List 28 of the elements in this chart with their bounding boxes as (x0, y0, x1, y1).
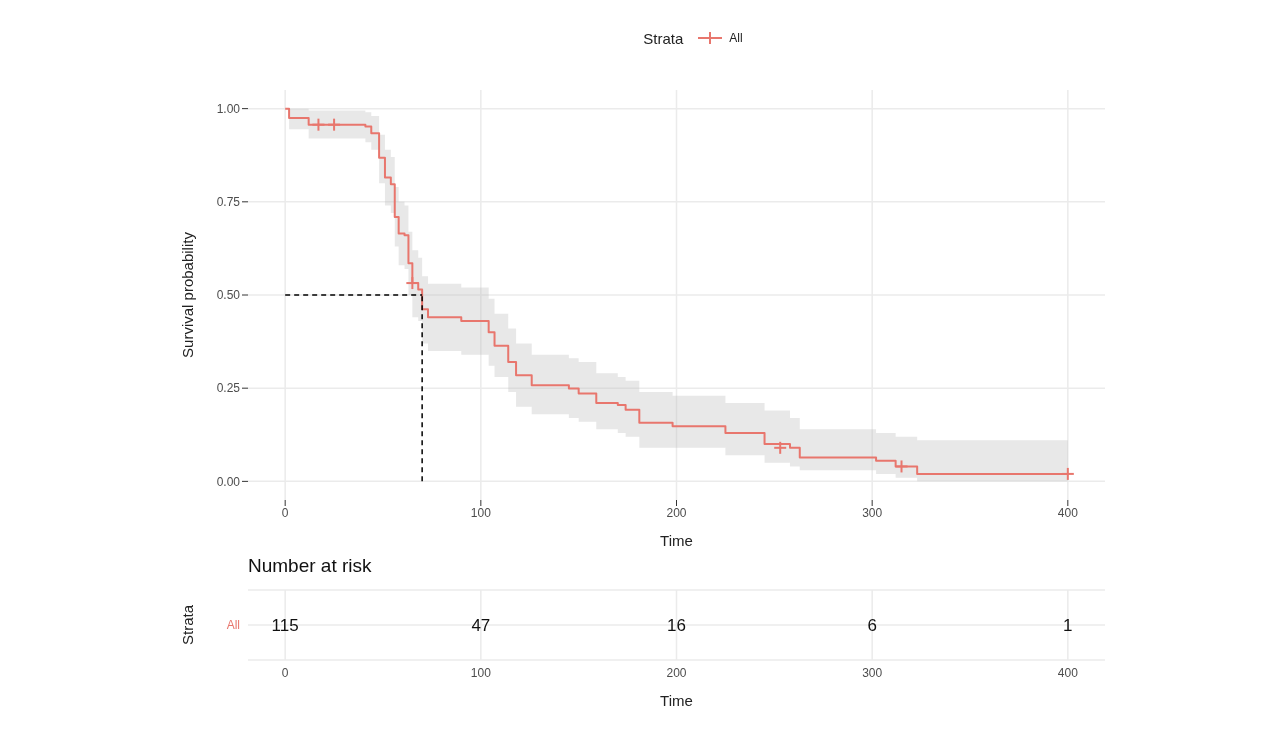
data-label: 6 (867, 616, 877, 635)
legend-label: All (729, 31, 743, 45)
x-tick-label: 200 (666, 505, 687, 520)
x-tick-label: 300 (862, 505, 883, 520)
x-tick-label: 400 (1057, 665, 1079, 680)
x-tick-label: 100 (470, 665, 492, 680)
legend-title: Strata (643, 29, 684, 47)
x-tick-label: 400 (1057, 505, 1079, 520)
y-tick-label: 0.25 (216, 381, 241, 396)
y-axis-title: Strata (179, 604, 197, 646)
y-axis-title: Survival probability (179, 231, 197, 358)
x-axis-title: Time (660, 692, 693, 709)
x-tick-label: 100 (470, 505, 492, 520)
x-tick-label: 0 (281, 505, 289, 520)
y-tick-label: All (226, 618, 240, 632)
x-tick-label: 300 (862, 665, 883, 680)
data-label: 47 (471, 616, 491, 635)
data-label: 1 (1063, 616, 1073, 635)
x-axis-title: Time (660, 532, 693, 549)
y-tick-label: 0.50 (216, 288, 241, 303)
y-tick-label: 0.00 (216, 474, 241, 489)
data-label: 16 (667, 616, 686, 635)
x-tick-label: 0 (281, 665, 289, 680)
y-tick-label: 0.75 (216, 195, 241, 210)
data-label: 115 (271, 616, 299, 635)
chart-title: Number at risk (247, 555, 373, 578)
y-tick-label: 1.00 (216, 101, 241, 116)
x-tick-label: 200 (666, 665, 687, 680)
